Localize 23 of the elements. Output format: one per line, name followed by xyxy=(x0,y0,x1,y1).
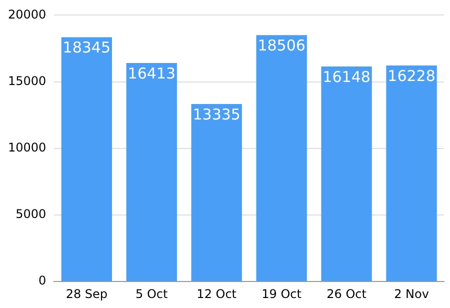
bar xyxy=(191,104,242,282)
bar xyxy=(256,35,307,282)
y-tick-label: 10000 xyxy=(8,140,46,155)
x-tick-label: 28 Sep xyxy=(66,286,108,301)
y-tick-label: 0 xyxy=(38,274,46,288)
data-label: 16228 xyxy=(388,66,436,85)
y-tick-label: 20000 xyxy=(8,7,46,22)
data-label: 16148 xyxy=(322,68,370,86)
y-tick-label: 15000 xyxy=(8,74,46,88)
data-label: 13335 xyxy=(192,105,240,124)
bar xyxy=(386,65,437,282)
data-label: 16413 xyxy=(128,64,176,82)
x-tick-label: 2 Nov xyxy=(394,286,429,301)
x-tick-label: 26 Oct xyxy=(326,286,367,301)
x-tick-label: 5 Oct xyxy=(136,286,168,301)
x-tick-label: 19 Oct xyxy=(262,286,302,301)
x-tick-label: 12 Oct xyxy=(196,286,237,301)
data-label: 18345 xyxy=(62,38,111,57)
bar xyxy=(61,37,112,282)
data-label: 18506 xyxy=(258,36,306,54)
bar xyxy=(126,62,177,282)
bar xyxy=(321,66,372,282)
y-tick-label: 5000 xyxy=(16,207,46,222)
